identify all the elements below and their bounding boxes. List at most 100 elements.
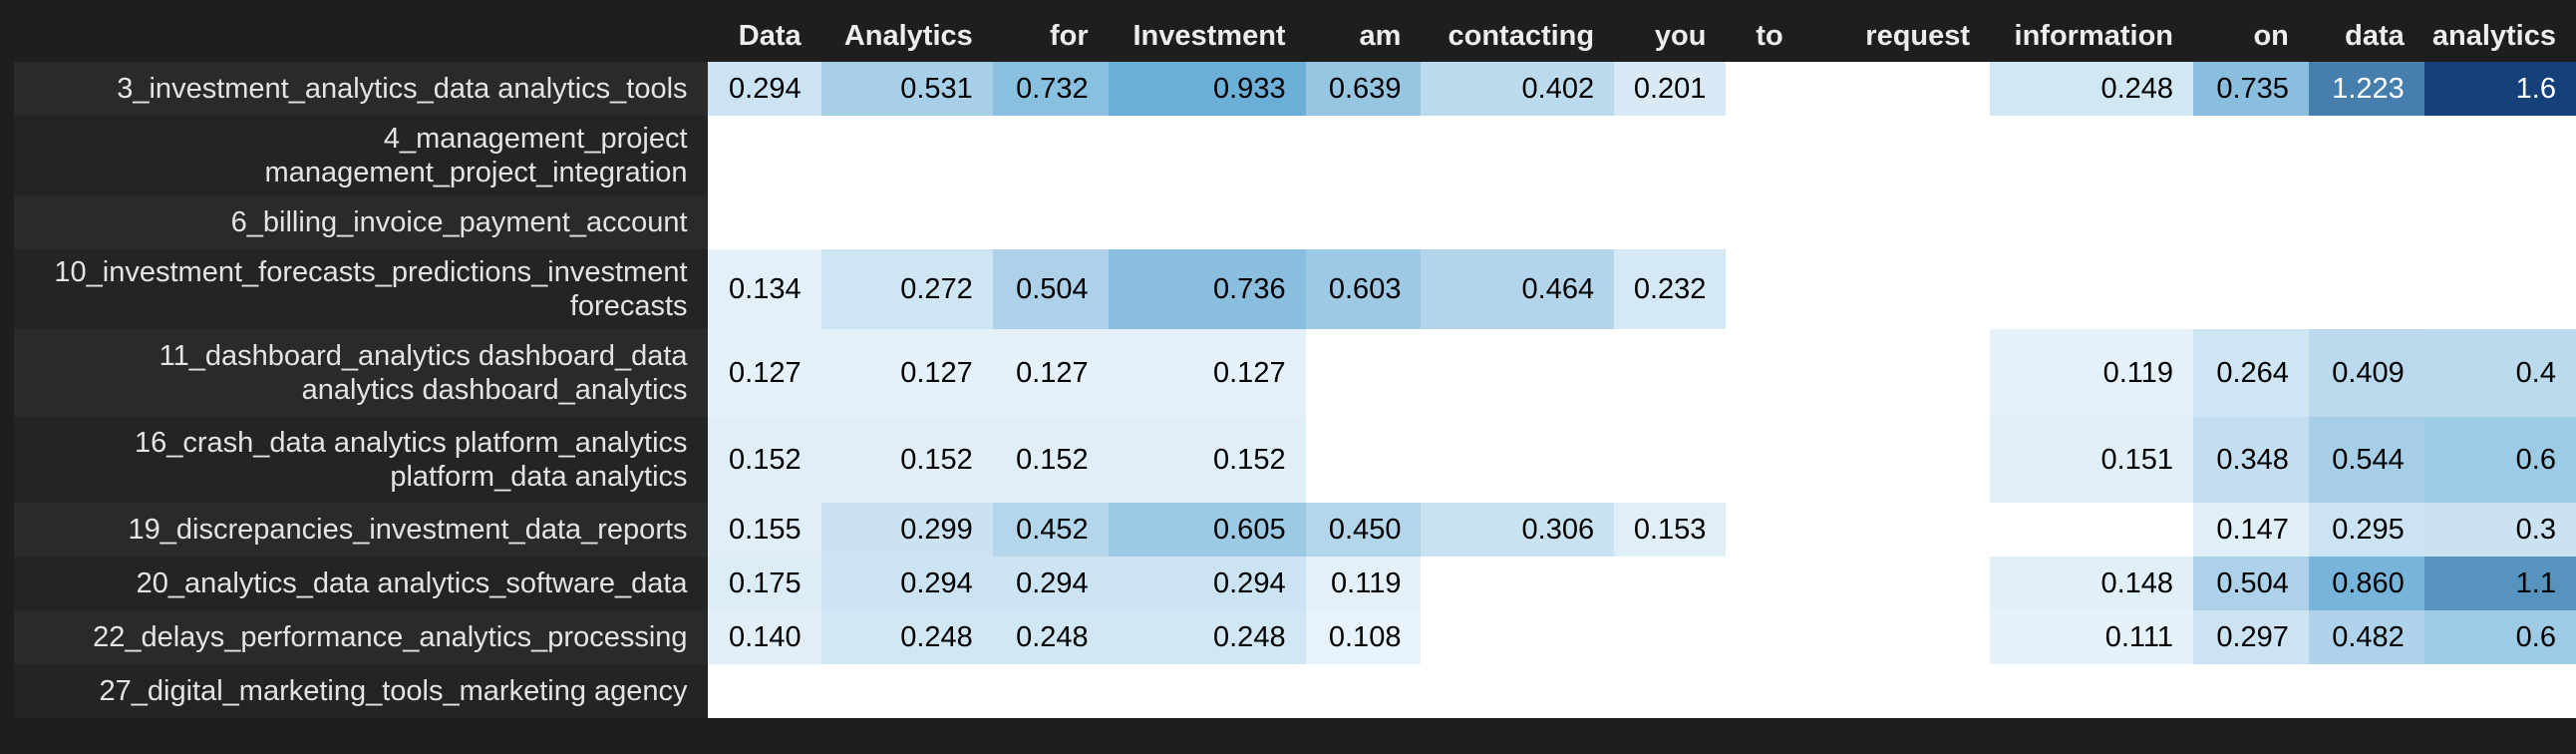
column-header: contacting xyxy=(1421,10,1615,62)
heatmap-cell: 0.248 xyxy=(1990,62,2194,116)
heatmap-cell: 0.6 xyxy=(2423,610,2576,664)
heatmap-cell: 0.306 xyxy=(1421,503,1615,557)
heatmap-cell: 0.175 xyxy=(707,557,821,610)
heatmap-cell: 0.3 xyxy=(2423,503,2576,557)
heatmap-cell: 0.264 xyxy=(2193,329,2309,417)
column-header: data xyxy=(2308,10,2424,62)
heatmap-cell: 0.152 xyxy=(820,417,993,503)
heatmap-cell xyxy=(2308,195,2424,249)
column-header: you xyxy=(1614,10,1727,62)
row-header: 6_billing_invoice_payment_account xyxy=(14,195,708,249)
row-header: 4_management_project management_project_… xyxy=(14,116,708,195)
heatmap-cell: 0.4 xyxy=(2423,329,2576,417)
heatmap-cell: 0.297 xyxy=(2193,610,2309,664)
heatmap-cell xyxy=(2308,249,2424,329)
row-header: 3_investment_analytics_data analytics_to… xyxy=(14,62,708,116)
column-header: Analytics xyxy=(820,10,993,62)
heatmap-cell xyxy=(820,664,993,718)
column-header: to xyxy=(1726,10,1803,62)
heatmap-cell xyxy=(1726,195,1803,249)
column-header: information xyxy=(1990,10,2194,62)
heatmap-cell xyxy=(1802,249,1991,329)
heatmap-cell xyxy=(1802,62,1991,116)
heatmap-cell xyxy=(1802,329,1991,417)
heatmap-cell: 0.464 xyxy=(1421,249,1615,329)
heatmap-cell: 0.299 xyxy=(820,503,993,557)
heatmap-cell: 0.152 xyxy=(1108,417,1306,503)
heatmap-cell: 0.402 xyxy=(1421,62,1615,116)
heatmap-cell xyxy=(1802,610,1991,664)
heatmap-cell: 0.605 xyxy=(1108,503,1306,557)
corner-cell xyxy=(14,10,708,62)
heatmap-cell xyxy=(707,664,821,718)
heatmap-cell: 0.504 xyxy=(2193,557,2309,610)
table-row: 3_investment_analytics_data analytics_to… xyxy=(14,62,2576,116)
heatmap-cell xyxy=(1614,664,1727,718)
heatmap-cell xyxy=(992,195,1109,249)
heatmap-cell: 0.295 xyxy=(2308,503,2424,557)
heatmap-cell: 0.152 xyxy=(992,417,1109,503)
column-header: analytics xyxy=(2423,10,2576,62)
heatmap-cell xyxy=(1305,664,1422,718)
heatmap-cell xyxy=(1726,116,1803,195)
column-header: request xyxy=(1802,10,1991,62)
heatmap-cell xyxy=(707,116,821,195)
heatmap-cell xyxy=(1726,664,1803,718)
column-header: Investment xyxy=(1108,10,1306,62)
heatmap-cell xyxy=(1990,249,2194,329)
heatmap-cell: 0.409 xyxy=(2308,329,2424,417)
heatmap-cell: 1.223 xyxy=(2308,62,2424,116)
row-header: 10_investment_forecasts_predictions_inve… xyxy=(14,249,708,329)
heatmap-cell xyxy=(1614,417,1727,503)
heatmap-cell: 0.6 xyxy=(2423,417,2576,503)
heatmap-cell: 0.127 xyxy=(1108,329,1306,417)
heatmap-cell xyxy=(1726,249,1803,329)
heatmap-cell: 0.452 xyxy=(992,503,1109,557)
table-row: 6_billing_invoice_payment_account xyxy=(14,195,2576,249)
heatmap-cell: 0.736 xyxy=(1108,249,1306,329)
heatmap-cell xyxy=(1802,417,1991,503)
heatmap-cell: 0.152 xyxy=(707,417,821,503)
heatmap-cell xyxy=(1802,195,1991,249)
heatmap-cell: 0.639 xyxy=(1305,62,1422,116)
heatmap-cell xyxy=(1614,329,1727,417)
heatmap-cell: 0.504 xyxy=(992,249,1109,329)
heatmap-cell: 0.127 xyxy=(992,329,1109,417)
heatmap-cell: 0.153 xyxy=(1614,503,1727,557)
heatmap-cell xyxy=(1726,62,1803,116)
table-row: 4_management_project management_project_… xyxy=(14,116,2576,195)
heatmap-cell: 0.272 xyxy=(820,249,993,329)
heatmap-cell: 0.127 xyxy=(707,329,821,417)
table-row: 20_analytics_data analytics_software_dat… xyxy=(14,557,2576,610)
header-row: Data Analytics for Investment am contacting yo… xyxy=(14,10,2576,62)
heatmap-cell xyxy=(1421,195,1615,249)
heatmap-cell: 0.294 xyxy=(820,557,993,610)
heatmap-cell xyxy=(1614,195,1727,249)
heatmap-cell: 0.111 xyxy=(1990,610,2194,664)
heatmap-cell: 0.294 xyxy=(992,557,1109,610)
table-row: 11_dashboard_analytics dashboard_data an… xyxy=(14,329,2576,417)
heatmap-cell xyxy=(1421,417,1615,503)
heatmap-cell xyxy=(1726,329,1803,417)
heatmap-cell: 0.603 xyxy=(1305,249,1422,329)
heatmap-cell xyxy=(1421,329,1615,417)
table-row: 19_discrepancies_investment_data_reports… xyxy=(14,503,2576,557)
heatmap-cell: 1.6 xyxy=(2423,62,2576,116)
heatmap-cell xyxy=(1421,664,1615,718)
column-header: on xyxy=(2193,10,2309,62)
heatmap-cell xyxy=(2423,249,2576,329)
heatmap-cell xyxy=(1802,503,1991,557)
row-header: 20_analytics_data analytics_software_dat… xyxy=(14,557,708,610)
heatmap-cell: 1.1 xyxy=(2423,557,2576,610)
heatmap-cell xyxy=(1990,116,2194,195)
table-row: 22_delays_performance_analytics_processi… xyxy=(14,610,2576,664)
heatmap-cell: 0.147 xyxy=(2193,503,2309,557)
heatmap-cell: 0.732 xyxy=(992,62,1109,116)
heatmap-cell: 0.348 xyxy=(2193,417,2309,503)
heatmap-cell xyxy=(1108,116,1306,195)
heatmap-cell: 0.735 xyxy=(2193,62,2309,116)
table-row: 10_investment_forecasts_predictions_inve… xyxy=(14,249,2576,329)
heatmap-cell: 0.294 xyxy=(707,62,821,116)
heatmap-cell: 0.127 xyxy=(820,329,993,417)
